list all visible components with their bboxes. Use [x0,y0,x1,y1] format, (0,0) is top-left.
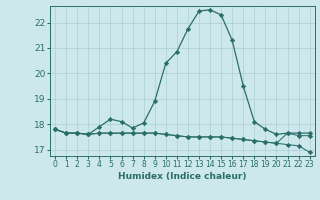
X-axis label: Humidex (Indice chaleur): Humidex (Indice chaleur) [118,172,247,181]
